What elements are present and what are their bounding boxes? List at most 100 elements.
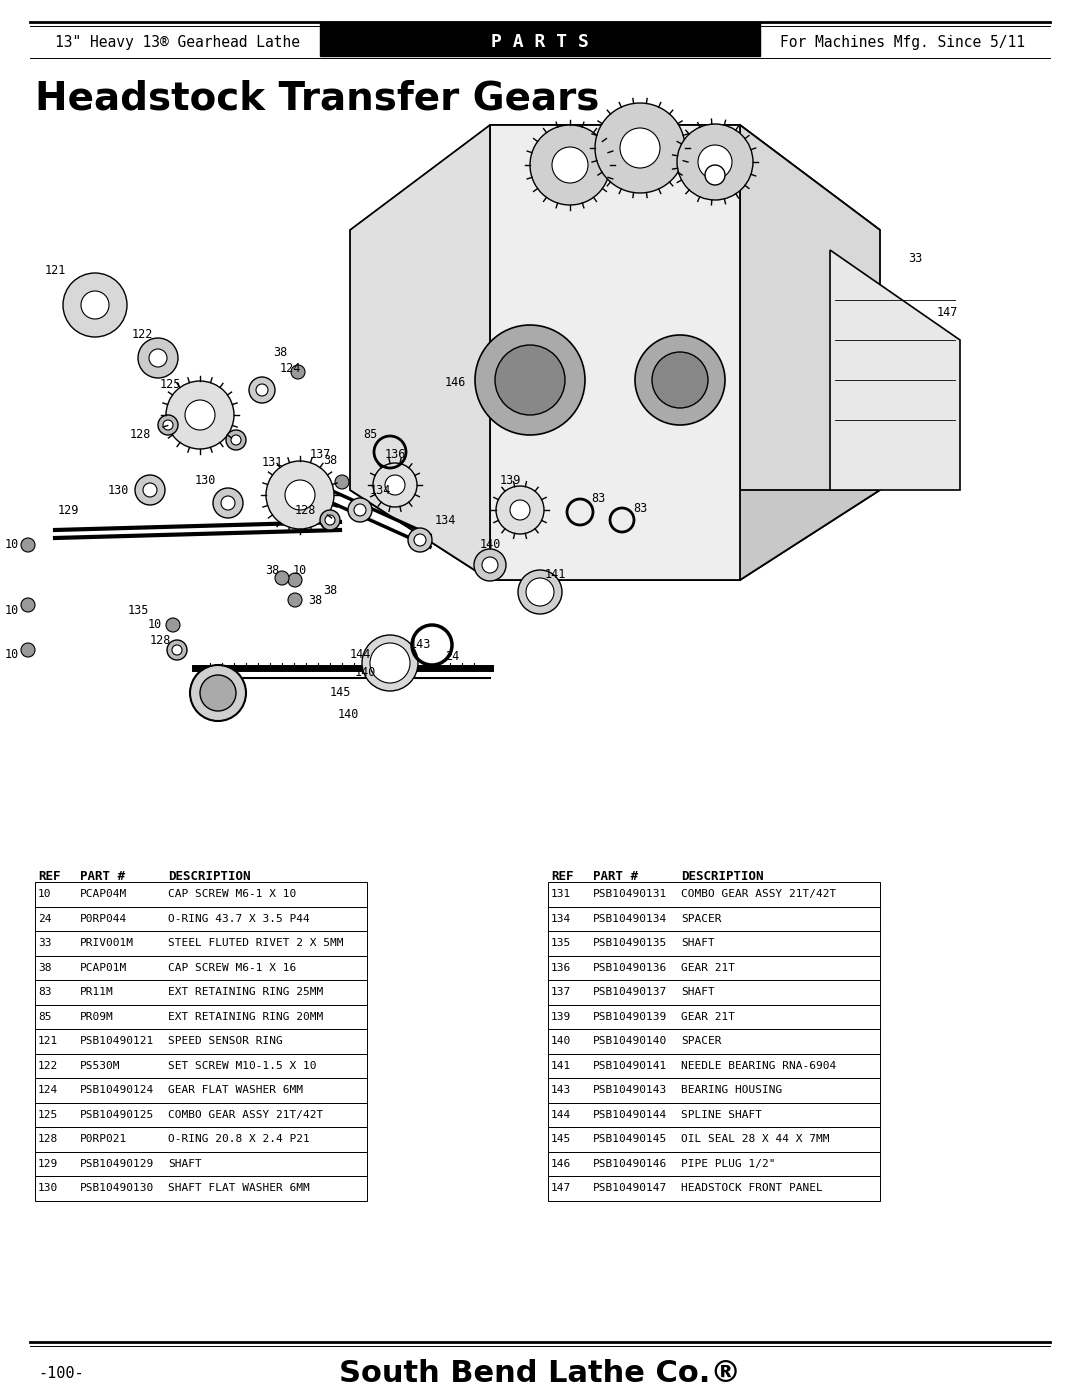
Circle shape [213,488,243,518]
Text: 124: 124 [38,1085,58,1095]
Bar [548,882,880,907]
Circle shape [325,515,335,525]
Circle shape [291,365,305,379]
Text: COMBO GEAR ASSY 21T/42T: COMBO GEAR ASSY 21T/42T [681,890,836,900]
Text: 129: 129 [38,1158,58,1169]
Text: 128: 128 [38,1134,58,1144]
Text: PCAP01M: PCAP01M [80,963,127,972]
Text: PSB10490146: PSB10490146 [593,1158,667,1169]
Text: SPACER: SPACER [681,914,721,923]
Text: CAP SCREW M6-1 X 10: CAP SCREW M6-1 X 10 [168,890,296,900]
Circle shape [275,571,289,585]
Text: 135: 135 [551,939,571,949]
Text: 131: 131 [261,457,283,469]
Text: P0RP021: P0RP021 [80,1134,127,1144]
Text: STEEL FLUTED RIVET 2 X 5MM: STEEL FLUTED RIVET 2 X 5MM [168,939,343,949]
Circle shape [166,381,234,448]
Bar [320,22,760,56]
Circle shape [138,338,178,379]
Circle shape [335,475,349,489]
Circle shape [354,504,366,515]
Text: 130: 130 [194,474,216,486]
Text: 128: 128 [149,633,171,647]
Text: REF: REF [38,869,60,883]
Text: 122: 122 [38,1060,58,1070]
Bar [35,981,367,1004]
Text: GEAR 21T: GEAR 21T [681,1011,735,1021]
Text: 135: 135 [127,604,149,616]
Circle shape [221,496,235,510]
Text: PSB10490141: PSB10490141 [593,1060,667,1070]
Bar [35,1151,367,1176]
Text: 134: 134 [369,483,391,496]
Text: 140: 140 [354,665,376,679]
Text: PSB10490135: PSB10490135 [593,939,667,949]
Text: CAP SCREW M6-1 X 16: CAP SCREW M6-1 X 16 [168,963,296,972]
Text: 130: 130 [38,1183,58,1193]
Text: PSB10490129: PSB10490129 [80,1158,154,1169]
Circle shape [143,483,157,497]
Text: 83: 83 [38,988,52,997]
Circle shape [408,528,432,552]
Text: 143: 143 [409,638,431,651]
Circle shape [482,557,498,573]
Text: 136: 136 [384,448,406,461]
Text: DESCRIPTION: DESCRIPTION [168,869,251,883]
Text: 13" Heavy 13® Gearhead Lathe: 13" Heavy 13® Gearhead Lathe [55,35,300,49]
Bar [35,1102,367,1127]
Polygon shape [350,490,880,580]
Text: SHAFT FLAT WASHER 6MM: SHAFT FLAT WASHER 6MM [168,1183,310,1193]
Text: PCAP04M: PCAP04M [80,890,127,900]
Bar [548,1151,880,1176]
Circle shape [348,497,372,522]
Text: 121: 121 [38,1037,58,1046]
Text: 24: 24 [445,650,459,662]
Text: 147: 147 [551,1183,571,1193]
Text: PRIV001M: PRIV001M [80,939,134,949]
Text: PSB10490137: PSB10490137 [593,988,667,997]
Text: 141: 141 [551,1060,571,1070]
Bar [35,956,367,981]
Circle shape [510,500,530,520]
Circle shape [149,349,167,367]
Text: 10: 10 [148,619,162,631]
Text: 147: 147 [936,306,958,319]
Circle shape [496,486,544,534]
Bar [35,882,367,907]
Bar [35,930,367,956]
Circle shape [530,124,610,205]
Circle shape [249,377,275,402]
Text: 38: 38 [308,594,322,606]
Text: P A R T S: P A R T S [491,34,589,52]
Text: 139: 139 [499,474,521,486]
Text: 140: 140 [337,707,359,721]
Text: 38: 38 [38,963,52,972]
Circle shape [266,461,334,529]
Text: BEARING HOUSING: BEARING HOUSING [681,1085,782,1095]
Text: P0RP044: P0RP044 [80,914,127,923]
Circle shape [166,617,180,631]
Polygon shape [350,124,490,580]
Bar [548,907,880,930]
Circle shape [518,570,562,615]
Text: 33: 33 [38,939,52,949]
Text: GEAR 21T: GEAR 21T [681,963,735,972]
Text: PSB10490131: PSB10490131 [593,890,667,900]
Text: 145: 145 [329,686,351,698]
Text: 144: 144 [349,648,370,662]
Text: PSB10490147: PSB10490147 [593,1183,667,1193]
Circle shape [167,640,187,659]
Circle shape [63,272,127,337]
Polygon shape [831,250,960,490]
Text: 146: 146 [551,1158,571,1169]
Text: 85: 85 [363,429,377,441]
Text: O-RING 20.8 X 2.4 P21: O-RING 20.8 X 2.4 P21 [168,1134,310,1144]
Text: PSB10490145: PSB10490145 [593,1134,667,1144]
Circle shape [288,573,302,587]
Text: 122: 122 [132,328,152,341]
Text: 33: 33 [908,251,922,264]
Text: 121: 121 [44,264,66,277]
Bar [35,1078,367,1102]
Text: 85: 85 [38,1011,52,1021]
Circle shape [373,462,417,507]
